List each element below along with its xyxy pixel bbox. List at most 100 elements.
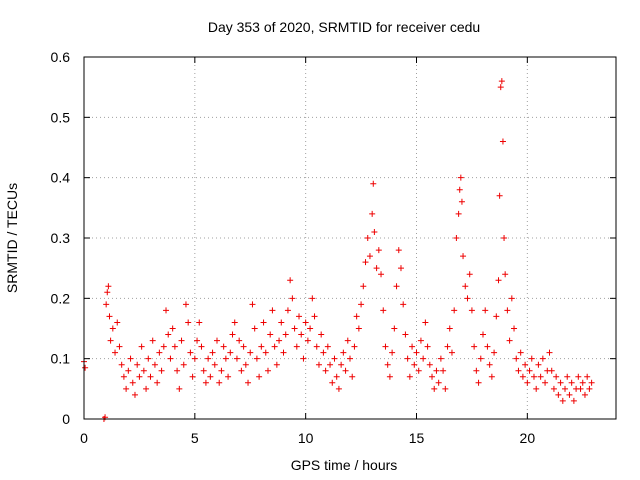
data-point (216, 379, 223, 386)
data-point (391, 325, 398, 332)
data-point (324, 343, 331, 350)
data-point (519, 373, 526, 380)
data-point (344, 337, 351, 344)
data-point (300, 355, 307, 362)
data-point (358, 301, 365, 308)
data-point (147, 373, 154, 380)
data-point (249, 301, 256, 308)
data-point (437, 355, 444, 362)
data-point (112, 349, 119, 356)
data-point (455, 210, 462, 217)
data-point (477, 355, 484, 362)
x-tick-label: 20 (520, 430, 536, 446)
data-point (508, 295, 515, 302)
data-point (289, 295, 296, 302)
data-point (120, 373, 127, 380)
data-point (236, 337, 243, 344)
data-point (189, 373, 196, 380)
data-point (513, 355, 520, 362)
data-point (386, 373, 393, 380)
data-point (577, 385, 584, 392)
data-point (546, 349, 553, 356)
y-tick-label: 0.6 (51, 49, 71, 65)
data-point (163, 307, 170, 314)
x-axis-label: GPS time / hours (291, 457, 398, 473)
data-point (464, 295, 471, 302)
data-point (227, 349, 234, 356)
data-point (178, 337, 185, 344)
data-point (579, 379, 586, 386)
chart-title: Day 353 of 2020, SRMTID for receiver ced… (208, 19, 480, 35)
data-point (231, 319, 238, 326)
data-point (395, 247, 402, 254)
data-point (426, 361, 433, 368)
data-point (473, 367, 480, 374)
data-point (369, 210, 376, 217)
data-point (264, 367, 271, 374)
data-point (105, 283, 112, 290)
data-point (180, 361, 187, 368)
data-point (278, 319, 285, 326)
data-point (269, 307, 276, 314)
data-point (496, 192, 503, 199)
data-point (498, 78, 505, 85)
data-point (482, 307, 489, 314)
data-point (205, 355, 212, 362)
data-point (276, 337, 283, 344)
data-point (378, 271, 385, 278)
data-point (501, 235, 508, 241)
plot-frame (83, 56, 617, 420)
data-point (406, 373, 413, 380)
data-point (340, 349, 347, 356)
data-point (488, 373, 495, 380)
axis-ticks: 0 0.1 0.2 0.3 0.4 0.5 0.6 0 5 10 15 20 (51, 49, 616, 446)
data-point (530, 373, 537, 380)
data-point (187, 349, 194, 356)
data-point (424, 343, 431, 350)
data-point (176, 385, 183, 392)
data-point (542, 379, 549, 386)
data-point (335, 385, 342, 392)
data-point (588, 379, 595, 386)
data-point (373, 265, 380, 272)
data-points (81, 78, 595, 422)
data-point (109, 325, 116, 332)
x-tick-label: 10 (298, 430, 314, 446)
data-point (456, 186, 463, 193)
data-point (475, 379, 482, 386)
data-point (165, 331, 172, 338)
data-point (584, 373, 591, 380)
data-point (548, 367, 555, 374)
data-point (555, 391, 562, 398)
data-point (280, 349, 287, 356)
data-point (537, 373, 544, 380)
data-point (198, 343, 205, 350)
data-point (194, 337, 201, 344)
data-point (586, 385, 593, 392)
data-point (302, 319, 309, 326)
data-point (442, 385, 449, 392)
data-point (371, 228, 378, 235)
data-point (484, 343, 491, 350)
data-point (511, 325, 518, 332)
data-point (539, 355, 546, 362)
data-point (466, 271, 473, 278)
data-point (375, 247, 382, 254)
data-point (413, 349, 420, 356)
data-point (127, 355, 134, 362)
data-point (570, 397, 577, 404)
data-point (202, 379, 209, 386)
data-point (267, 331, 274, 338)
data-point (499, 138, 506, 145)
x-tick-label: 15 (409, 430, 425, 446)
y-tick-label: 0.1 (51, 351, 71, 367)
y-tick-label: 0 (62, 411, 70, 427)
data-point (517, 349, 524, 356)
data-point (207, 373, 214, 380)
data-point (333, 373, 340, 380)
data-point (568, 379, 575, 386)
data-point (364, 235, 371, 241)
y-tick-label: 0.5 (51, 109, 71, 125)
data-point (533, 385, 540, 392)
